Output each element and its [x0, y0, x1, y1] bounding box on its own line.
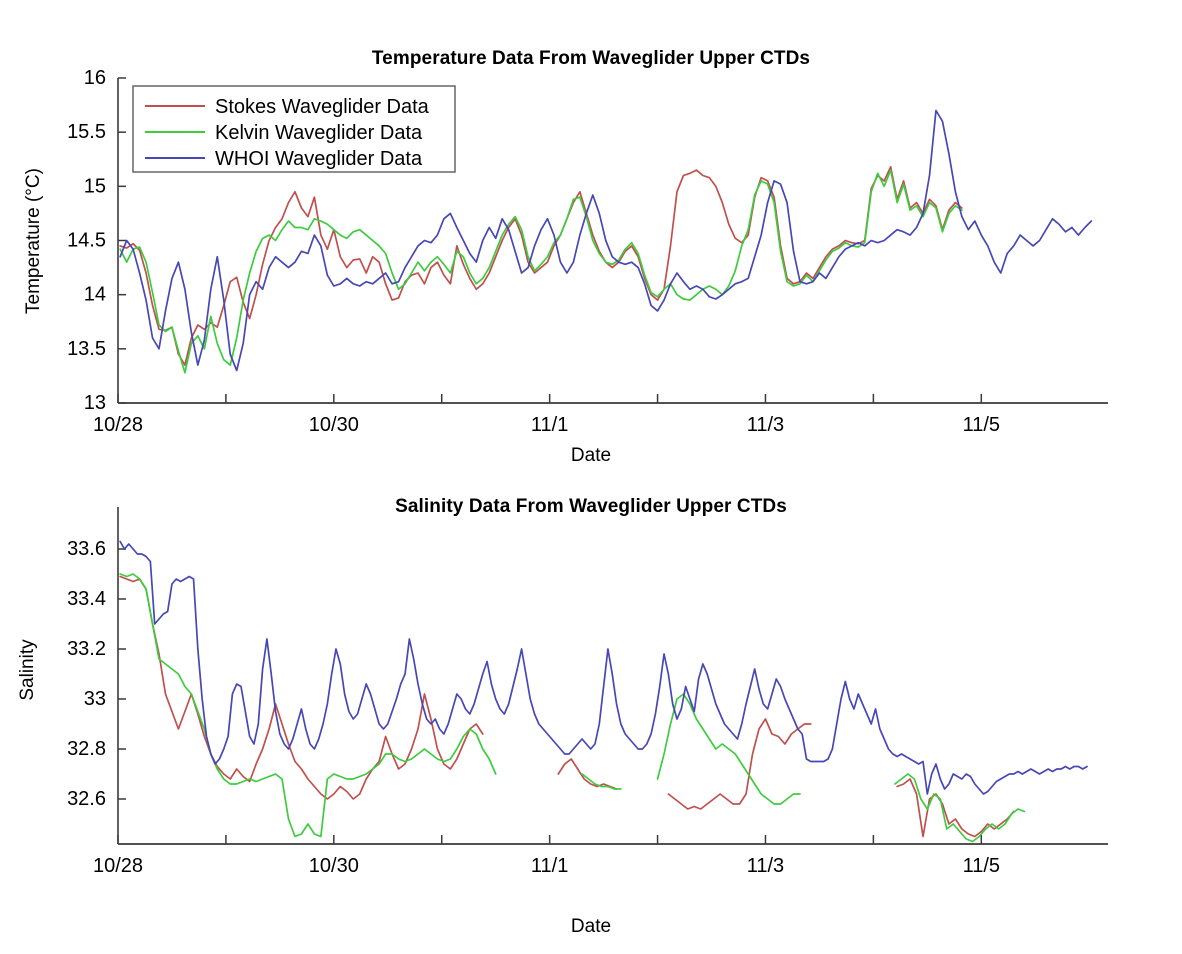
series-line — [119, 169, 963, 374]
series-line — [119, 575, 484, 800]
series-line — [119, 573, 497, 838]
y-tick-label: 15.5 — [67, 121, 106, 143]
series-line — [667, 718, 812, 810]
series-line — [119, 165, 963, 366]
legend-label: WHOI Waveglider Data — [215, 148, 423, 170]
x-tick-label: 11/3 — [747, 414, 784, 436]
temperature-x-axis-label: Date — [570, 445, 612, 466]
series-line — [896, 778, 1015, 838]
series-line — [656, 693, 801, 805]
temperature-figure: Temperature Data From Waveglider Upper C… — [23, 48, 1108, 466]
legend-label: Stokes Waveglider Data — [215, 96, 430, 118]
x-tick-label: 11/5 — [963, 414, 1000, 436]
y-tick-label: 13.5 — [67, 338, 106, 360]
salinity-x-axis-label: Date — [570, 916, 612, 937]
x-tick-label: 10/30 — [309, 855, 359, 877]
legend: Stokes Waveglider Data Kelvin Waveglider … — [132, 85, 456, 173]
series-line — [119, 540, 1088, 795]
x-tick-label: 10/30 — [309, 414, 359, 436]
x-tick-label: 10/28 — [93, 414, 143, 436]
series-line — [581, 773, 622, 790]
salinity-chart-title: Salinity Data From Waveglider Upper CTDs — [395, 496, 787, 517]
y-tick-label: 14 — [84, 284, 106, 306]
y-tick-label: 33.6 — [67, 538, 106, 560]
temperature-chart-title: Temperature Data From Waveglider Upper C… — [371, 48, 811, 69]
x-tick-label: 11/3 — [747, 855, 784, 877]
y-tick-label: 32.6 — [67, 788, 106, 810]
y-tick-label: 15 — [84, 175, 106, 197]
y-tick-label: 33.2 — [67, 638, 106, 660]
x-tick-label: 10/28 — [93, 855, 143, 877]
series-line — [119, 109, 1093, 372]
temperature-plot: 13 13.5 14 14.5 15 15.5 16 10/28 10/30 11/1 11/3 11… — [67, 67, 1108, 436]
salinity-plot: 32.6 32.8 33 33.2 33.4 33.6 10/28 10/30 11/1 11/3… — [67, 507, 1108, 877]
series-line — [894, 773, 1026, 843]
y-tick-label: 14.5 — [67, 230, 106, 252]
y-tick-label: 16 — [84, 67, 106, 89]
legend-label: Kelvin Waveglider Data — [215, 122, 423, 144]
y-tick-label: 33 — [84, 688, 106, 710]
series-line — [557, 758, 618, 790]
y-tick-label: 32.8 — [67, 738, 106, 760]
y-tick-label: 33.4 — [67, 588, 106, 610]
x-tick-label: 11/1 — [531, 414, 568, 436]
y-tick-label: 13 — [84, 392, 106, 414]
x-tick-label: 11/1 — [531, 855, 568, 877]
x-tick-label: 11/5 — [963, 855, 1000, 877]
salinity-figure: Salinity Data From Waveglider Upper CTDs… — [0, 474, 1182, 954]
